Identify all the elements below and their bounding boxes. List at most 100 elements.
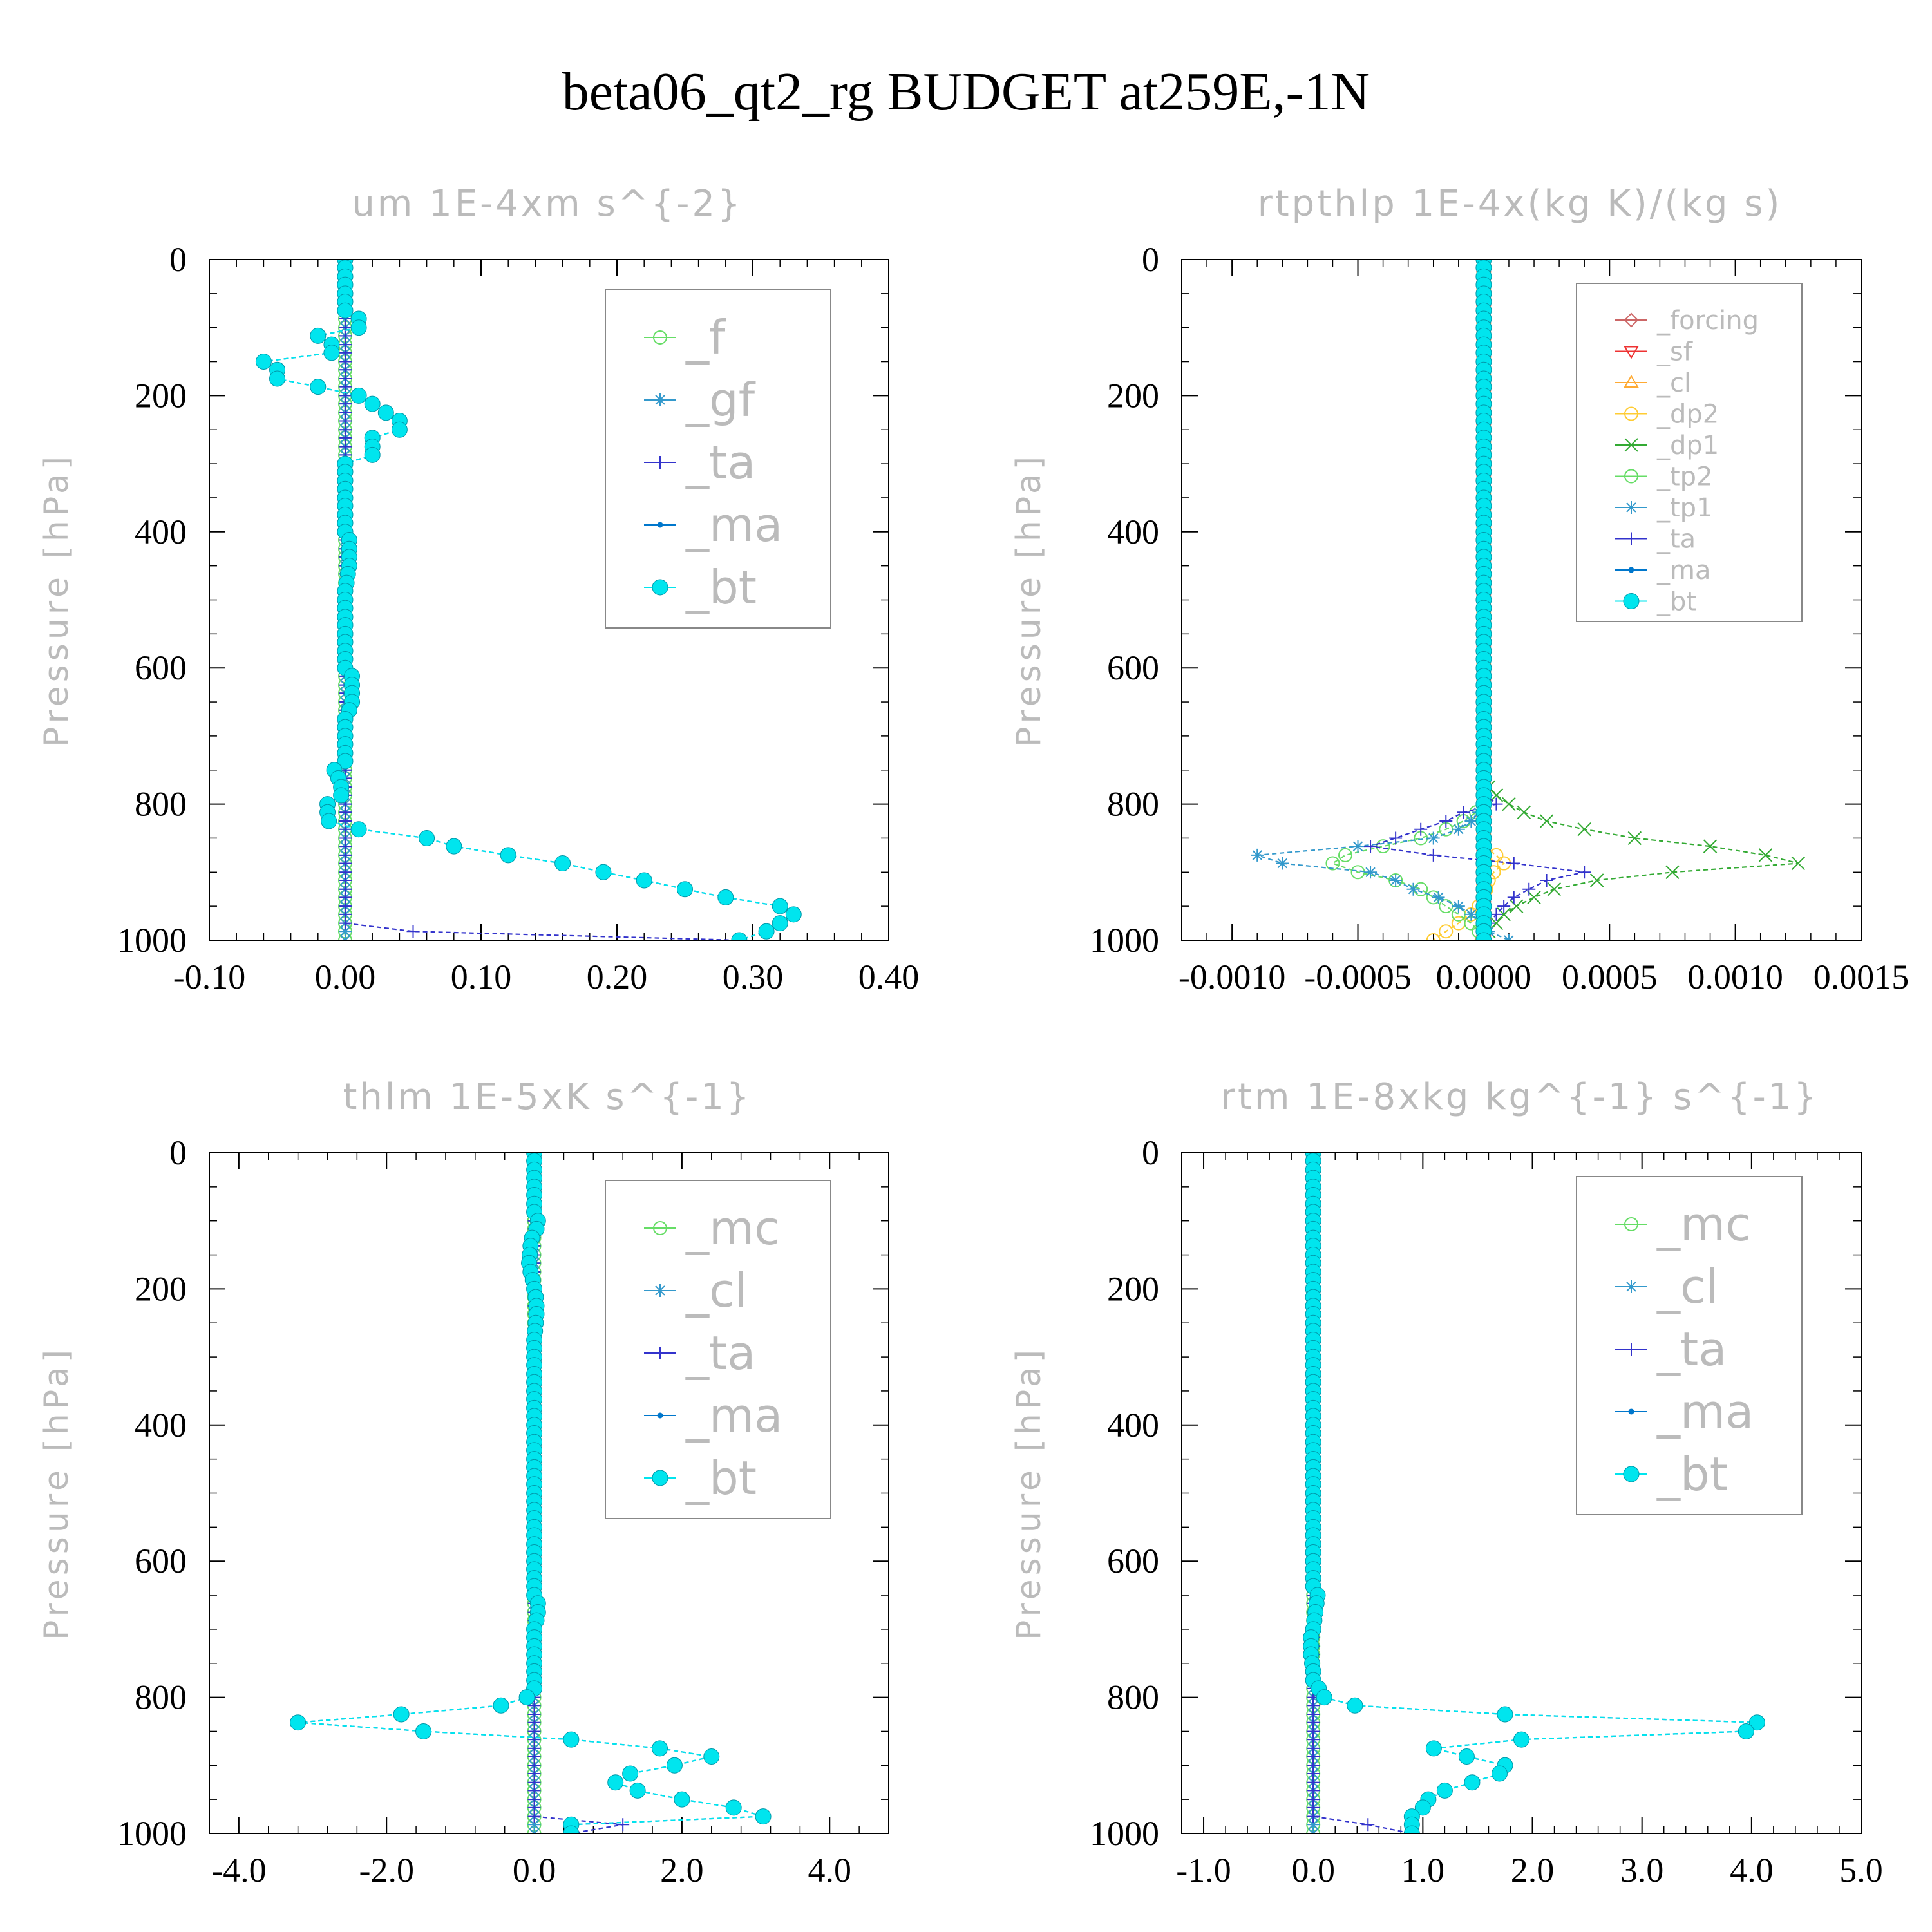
data-point [415, 1723, 432, 1739]
legend-marker [1625, 1342, 1638, 1356]
data-point [1376, 839, 1390, 854]
data-point [629, 1782, 646, 1799]
y-tick-label: 800 [1107, 1678, 1159, 1717]
data-point [1509, 899, 1524, 913]
data-point [652, 1740, 668, 1757]
data-point [1665, 865, 1680, 880]
legend: _forcing_sf_cl_dp2_dp1_tp2_tp1_ta_ma_bt [1576, 283, 1803, 622]
data-point [1475, 932, 1492, 940]
series-bt [290, 1153, 772, 1833]
data-point [1347, 1697, 1363, 1714]
y-tick-label: 200 [135, 1269, 187, 1308]
data-point [772, 898, 788, 914]
data-point [1338, 848, 1352, 862]
legend-marker [1624, 438, 1638, 452]
data-point [1539, 814, 1554, 828]
x-tick-label: 0.30 [723, 958, 784, 996]
legend-marker [1624, 1217, 1638, 1231]
legend-label: _bt [1656, 587, 1696, 616]
data-point [1791, 856, 1806, 871]
plot-area [1251, 260, 1806, 940]
data-point [1307, 1827, 1320, 1833]
y-axis-label: Pressure [hPa] [37, 1346, 76, 1640]
legend-marker [1625, 1280, 1638, 1293]
data-point [758, 923, 775, 940]
data-point [1502, 934, 1515, 940]
data-point [1540, 873, 1553, 887]
legend-label: _tp1 [1656, 493, 1713, 523]
legend-marker [653, 1220, 667, 1235]
data-point [1364, 866, 1378, 879]
data-point [1464, 1774, 1481, 1791]
data-point [1439, 815, 1453, 828]
x-tick-label: 1.0 [1401, 1851, 1445, 1889]
legend-marker [1623, 592, 1640, 609]
y-tick-label: 0 [1142, 1133, 1159, 1172]
data-point [772, 915, 788, 932]
x-tick-label: 0.0000 [1436, 958, 1532, 996]
data-point [674, 1791, 690, 1808]
data-point [1577, 822, 1591, 837]
series-line [1256, 260, 1510, 940]
x-tick-label: 0.10 [451, 958, 512, 996]
data-point [1458, 1748, 1475, 1765]
data-point [1507, 857, 1520, 870]
data-point [1351, 840, 1365, 853]
panel-rtpthlp: rtpthlp 1E-4x(kg K)/(kg s) Pressure [hPa]… [1010, 183, 1909, 996]
x-tick-label: -2.0 [359, 1851, 413, 1889]
legend-label: _cl [1656, 368, 1691, 398]
series-line [261, 260, 795, 940]
data-point [1527, 890, 1541, 905]
legend-label: _ta [685, 1326, 755, 1380]
data-point [1497, 900, 1511, 913]
data-point [310, 327, 327, 344]
data-point [337, 302, 354, 319]
data-point [364, 395, 381, 412]
data-point [419, 829, 435, 846]
panel-title: rtm 1E-8xkg kg^{-1} s^{-1} [1220, 1076, 1819, 1118]
y-tick-label: 0 [169, 240, 187, 279]
data-point [1325, 856, 1340, 871]
x-tick-label: 0.0010 [1687, 958, 1783, 996]
legend-marker [654, 455, 667, 469]
panel-rtm: rtm 1E-8xkg kg^{-1} s^{-1} Pressure [hPa]… [1010, 1076, 1883, 1889]
x-tick-label: 4.0 [1730, 1851, 1774, 1889]
legend-box [1576, 283, 1803, 622]
data-point [677, 881, 693, 898]
data-point [1276, 857, 1289, 870]
data-point [1547, 882, 1562, 896]
data-point [1307, 1810, 1320, 1823]
legend-label: _sf [1656, 337, 1693, 366]
x-tick-label: 5.0 [1839, 1851, 1883, 1889]
x-tick-label: 3.0 [1620, 1851, 1664, 1889]
legend-marker [1624, 406, 1638, 421]
data-point [1251, 848, 1264, 862]
legend-label: _tp2 [1656, 462, 1713, 491]
legend-marker [652, 1470, 668, 1486]
data-point [339, 925, 352, 938]
series-dp2 [1426, 260, 1511, 940]
data-point [1426, 933, 1441, 940]
plot-area [255, 260, 802, 940]
legend-label: _bt [1656, 1447, 1728, 1501]
data-point [1361, 1818, 1375, 1832]
y-tick-label: 1000 [1090, 1814, 1159, 1853]
data-point [290, 1714, 307, 1731]
y-tick-label: 400 [1107, 513, 1159, 551]
legend: _f _gf _ta _ma _bt [605, 289, 831, 629]
data-point [1452, 900, 1465, 913]
data-point [1758, 848, 1773, 862]
legend-marker [1624, 375, 1639, 388]
y-tick-label: 600 [1107, 649, 1159, 687]
data-point [1590, 873, 1604, 887]
data-point [1522, 882, 1536, 896]
y-tick-label: 600 [135, 1542, 187, 1580]
data-point [1490, 797, 1503, 811]
data-point [391, 421, 408, 438]
y-axis-label: Pressure [hPa] [37, 453, 76, 747]
x-tick-label: -0.0005 [1304, 958, 1411, 996]
data-point [393, 1706, 410, 1723]
series-bt [255, 260, 802, 940]
x-tick-label: 2.0 [660, 1851, 704, 1889]
x-tick-label: -1.0 [1176, 1851, 1231, 1889]
